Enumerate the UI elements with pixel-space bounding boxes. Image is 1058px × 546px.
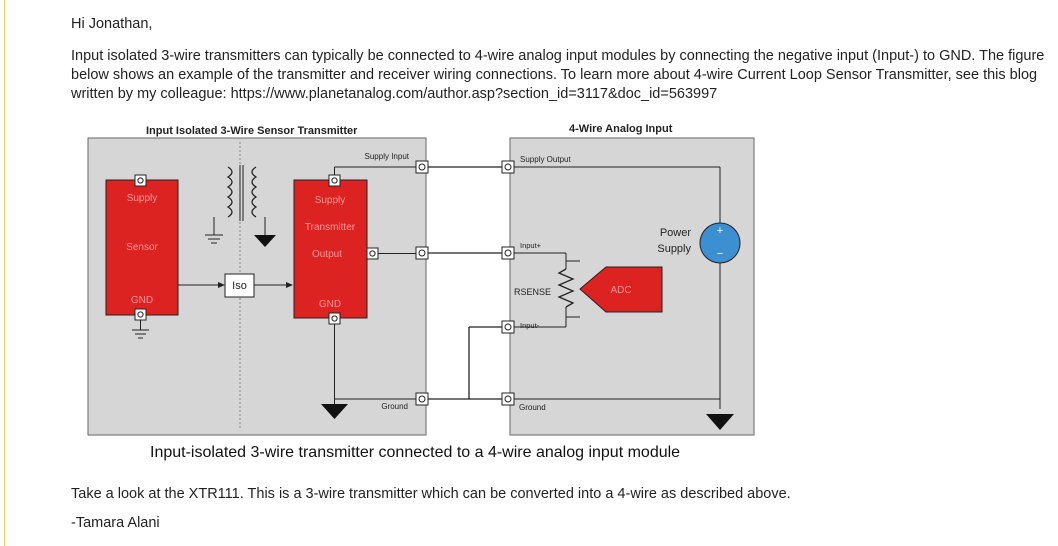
figure-caption: Input-isolated 3-wire transmitter connec…: [150, 444, 681, 461]
input-minus-terminal: [501, 320, 515, 334]
rsense-resistor: [557, 268, 575, 308]
ground-arrow-icon: [254, 235, 276, 247]
supply-input-label: Supply Input: [365, 152, 410, 161]
adc-block: [579, 266, 663, 313]
left-panel-title: Input Isolated 3-Wire Sensor Transmitter: [146, 125, 358, 137]
transmitter-output-label: Output: [312, 249, 342, 260]
ground-left-label: Ground: [381, 402, 408, 411]
right-panel-title: 4-Wire Analog Input: [569, 123, 673, 135]
sensor-gnd-label: GND: [131, 295, 153, 306]
input-plus-terminal: [501, 246, 515, 260]
power-label-line1: Power: [660, 227, 692, 239]
transformer-primary: [226, 166, 233, 218]
transmitter-output-pin: [366, 247, 379, 260]
output-terminal: [415, 246, 429, 260]
ground-arrow-icon-right: [706, 414, 734, 430]
input-plus-label: Input+: [520, 241, 542, 250]
supply-input-terminal: [415, 160, 429, 174]
greeting: Hi Jonathan,: [71, 16, 153, 32]
supply-output-label: Supply Output: [520, 155, 571, 164]
transmitter-supply-label: Supply: [315, 195, 346, 206]
message-paragraph: Input isolated 3-wire transmitters can t…: [71, 47, 1046, 104]
adc-label: ADC: [610, 285, 631, 296]
ground-arrow-icon-left: [321, 404, 348, 419]
transmitter-gnd-label: GND: [319, 299, 341, 310]
sensor-label: Sensor: [126, 242, 158, 253]
transmitter-supply-pin: [328, 174, 341, 187]
paragraph-text: Input isolated 3-wire transmitters can t…: [71, 48, 1045, 102]
power-label-line2: Supply: [657, 243, 691, 255]
transmitter-gnd-pin: [328, 312, 341, 325]
sensor-gnd-pin: [134, 308, 147, 321]
ground-right-label: Ground: [519, 403, 546, 412]
power-supply-icon: [699, 222, 741, 264]
sensor-supply-pin: [134, 174, 147, 187]
signoff: -Tamara Alani: [71, 515, 160, 531]
ground-left-terminal: [415, 392, 429, 406]
rsense-label: RSENSE: [514, 287, 551, 297]
input-minus-label: Input-: [520, 321, 540, 330]
transmitter-label: Transmitter: [305, 222, 356, 233]
ground-right-terminal: [501, 392, 515, 406]
transformer-secondary: [251, 166, 258, 218]
iso-label: Iso: [232, 280, 247, 292]
sensor-block: [105, 179, 179, 316]
supply-output-terminal: [501, 160, 515, 174]
sensor-supply-label: Supply: [127, 193, 158, 204]
quote-rule: [4, 0, 5, 546]
transmitter-block: [293, 179, 368, 319]
wiring-diagram: Input Isolated 3-Wire Sensor Transmitter…: [87, 123, 755, 436]
blog-link[interactable]: https://www.planetanalog.com/author.asp?…: [230, 86, 718, 102]
power-minus: −: [717, 248, 723, 260]
power-plus: +: [717, 225, 723, 237]
wiring-figure: Input Isolated 3-Wire Sensor Transmitter…: [84, 117, 761, 439]
closing-text: Take a look at the XTR111. This is a 3-w…: [71, 486, 791, 502]
